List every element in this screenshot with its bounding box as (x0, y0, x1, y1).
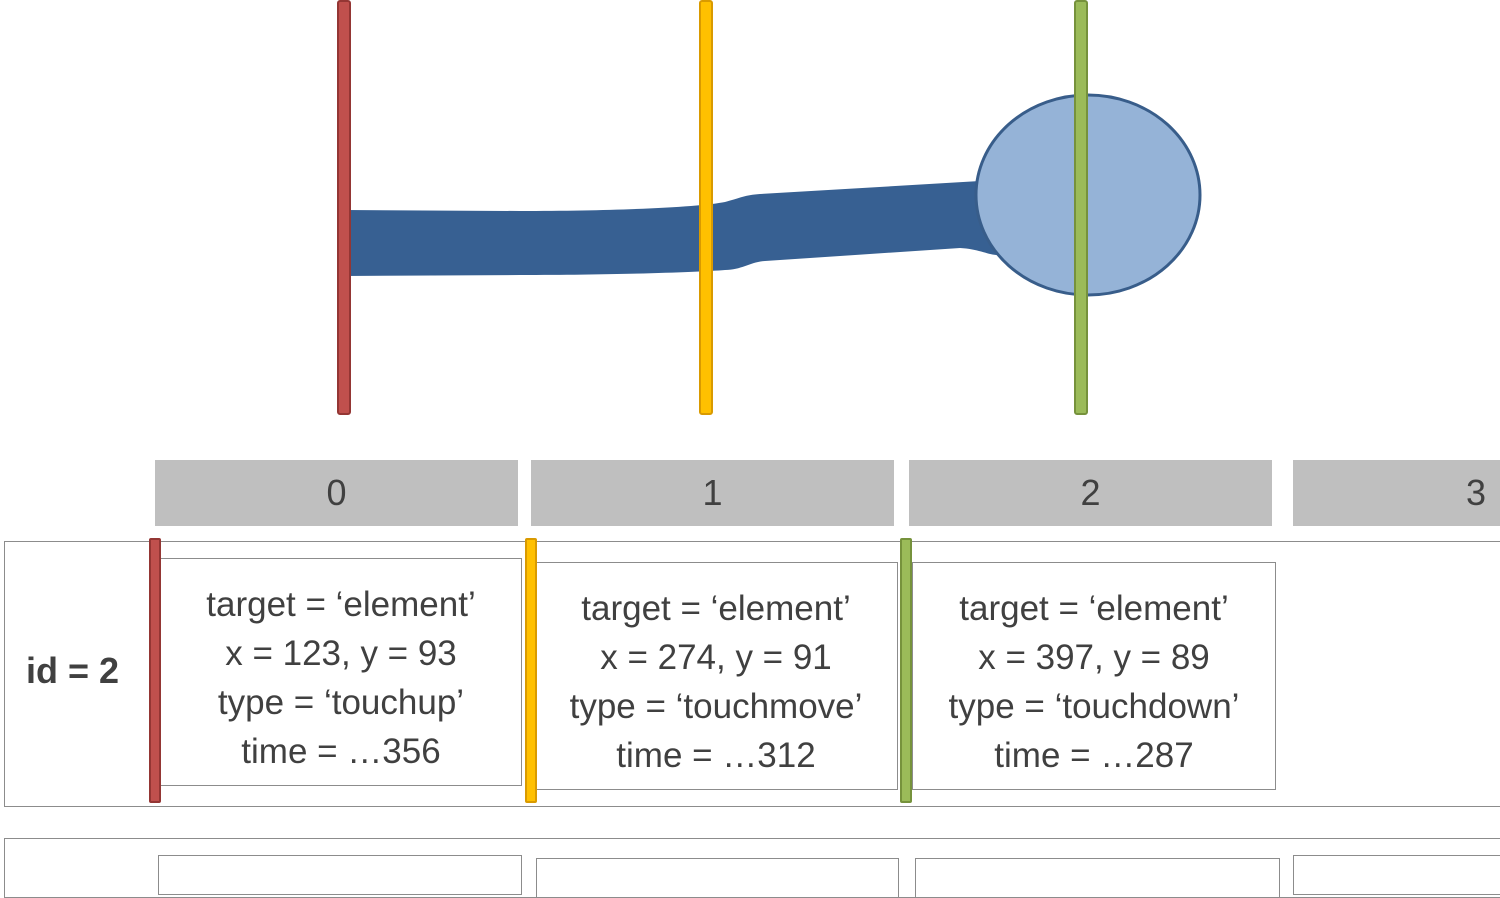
index-cell-3: 3 (1293, 460, 1500, 526)
touch-stroke (344, 181, 1000, 276)
event-card-next-2 (915, 858, 1280, 898)
event-time: time = …312 (616, 736, 816, 775)
event-card-touchmove: target = ‘element’ x = 274, y = 91 type … (534, 562, 898, 790)
marker-line-touchup (337, 0, 351, 415)
index-cell-1: 1 (531, 460, 894, 526)
event-coords: x = 397, y = 89 (978, 638, 1210, 677)
event-time: time = …287 (994, 736, 1194, 775)
event-time: time = …356 (241, 732, 441, 771)
event-type: type = ‘touchmove’ (569, 687, 863, 726)
touch-event-diagram: 0 1 2 3 id = 2 target = ‘element’ x = 12… (4, 0, 1500, 898)
gesture-illustration (337, 0, 1202, 415)
row-id-label: id = 2 (26, 650, 120, 691)
event-coords: x = 123, y = 93 (225, 634, 457, 673)
event-marker-touchdown (900, 538, 912, 803)
event-target: target = ‘element’ (581, 589, 851, 628)
event-card-touchup: target = ‘element’ x = 123, y = 93 type … (160, 558, 522, 786)
event-card-next-0 (158, 855, 522, 895)
index-cell-0: 0 (155, 460, 518, 526)
event-coords: x = 274, y = 91 (600, 638, 832, 677)
event-target: target = ‘element’ (959, 589, 1229, 628)
event-card-next-3 (1293, 855, 1500, 895)
index-cell-2: 2 (909, 460, 1272, 526)
marker-line-touchmove (699, 0, 713, 415)
event-card-touchdown: target = ‘element’ x = 397, y = 89 type … (912, 562, 1276, 790)
event-type: type = ‘touchup’ (217, 683, 465, 722)
event-type: type = ‘touchdown’ (948, 687, 1240, 726)
marker-line-touchdown (1074, 0, 1088, 415)
event-target: target = ‘element’ (206, 585, 476, 624)
event-card-next-1 (536, 858, 899, 898)
event-marker-touchup (149, 538, 161, 803)
event-marker-touchmove (525, 538, 537, 803)
